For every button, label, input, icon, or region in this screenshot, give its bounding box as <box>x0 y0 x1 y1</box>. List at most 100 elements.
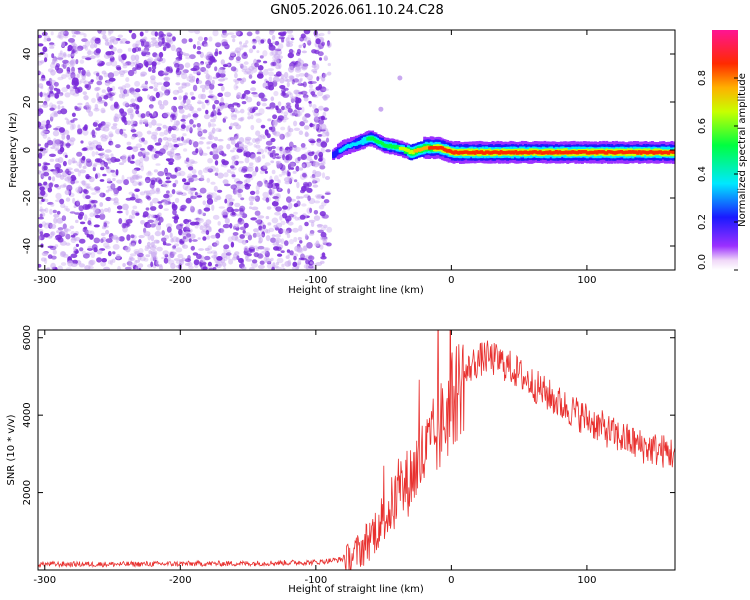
noise-speckle <box>201 88 206 93</box>
ridge-cell <box>524 150 527 154</box>
noise-speckle <box>68 64 75 68</box>
noise-speckle <box>249 201 254 206</box>
noise-speckle <box>83 214 88 221</box>
noise-speckle <box>189 54 196 60</box>
noise-speckle <box>151 214 155 219</box>
noise-speckle <box>110 169 115 173</box>
noise-speckle <box>170 44 176 52</box>
ridge-cell <box>446 149 449 153</box>
noise-speckle <box>171 114 177 121</box>
noise-speckle <box>233 208 240 212</box>
noise-speckle <box>149 182 155 189</box>
noise-speckle <box>114 113 119 119</box>
noise-speckle <box>211 127 216 134</box>
noise-speckle <box>61 41 66 48</box>
noise-speckle <box>206 142 211 145</box>
noise-speckle <box>118 162 125 166</box>
noise-speckle <box>131 174 139 179</box>
noise-speckle <box>103 266 110 270</box>
noise-speckle <box>61 87 68 93</box>
noise-speckle <box>242 230 246 234</box>
noise-speckle <box>397 75 403 81</box>
noise-speckle <box>158 204 163 210</box>
noise-speckle <box>221 159 226 164</box>
noise-speckle <box>128 262 135 268</box>
noise-speckle <box>134 188 140 192</box>
ridge-cell <box>390 145 394 149</box>
noise-speckle <box>53 217 58 224</box>
noise-speckle <box>224 198 228 204</box>
noise-speckle <box>100 232 106 237</box>
noise-speckle <box>174 197 180 203</box>
ridge-cell <box>595 151 599 155</box>
noise-speckle <box>272 242 280 246</box>
noise-speckle <box>276 246 282 252</box>
noise-speckle <box>308 232 315 236</box>
noise-speckle <box>141 37 146 41</box>
noise-speckle <box>317 51 324 57</box>
noise-speckle <box>87 49 92 56</box>
noise-speckle <box>137 263 144 268</box>
noise-speckle <box>301 185 307 192</box>
noise-speckle <box>231 174 236 178</box>
noise-speckle <box>245 40 249 44</box>
noise-speckle <box>132 205 138 210</box>
ridge-cell <box>533 150 537 154</box>
noise-speckle <box>319 123 327 131</box>
noise-speckle <box>283 111 289 116</box>
noise-speckle <box>85 158 92 163</box>
noise-speckle <box>279 148 287 155</box>
noise-speckle <box>189 127 193 134</box>
noise-speckle <box>150 234 155 242</box>
ridge-cell <box>393 145 397 150</box>
noise-speckle <box>262 164 266 169</box>
noise-speckle <box>109 198 116 201</box>
noise-speckle <box>38 216 44 220</box>
noise-speckle <box>112 244 120 250</box>
noise-speckle <box>185 262 191 266</box>
noise-speckle <box>56 34 63 39</box>
noise-speckle <box>251 80 256 84</box>
noise-speckle <box>57 265 63 270</box>
noise-speckle <box>56 100 64 105</box>
noise-speckle <box>272 196 279 200</box>
noise-speckle <box>187 262 193 267</box>
noise-speckle <box>196 123 201 128</box>
noise-speckle <box>99 191 103 198</box>
noise-speckle <box>213 243 219 246</box>
ridge-cell <box>631 150 635 154</box>
noise-speckle <box>214 136 218 141</box>
noise-speckle <box>96 257 102 263</box>
ridge-cell <box>551 151 555 155</box>
noise-speckle <box>139 191 146 196</box>
noise-speckle <box>292 78 300 83</box>
noise-speckle <box>44 57 48 63</box>
noise-speckle <box>70 174 76 182</box>
noise-speckle <box>222 262 227 268</box>
noise-speckle <box>149 246 157 251</box>
noise-speckle <box>140 165 144 172</box>
noise-speckle <box>250 196 258 200</box>
noise-speckle <box>312 184 319 188</box>
ridge-cell <box>472 150 475 154</box>
noise-speckle <box>83 80 90 85</box>
noise-speckle <box>233 83 238 91</box>
noise-speckle <box>223 266 227 270</box>
noise-speckle <box>215 232 221 239</box>
noise-speckle <box>208 89 213 94</box>
noise-speckle <box>70 237 78 241</box>
noise-speckle <box>220 104 228 109</box>
noise-speckle <box>49 116 54 122</box>
noise-speckle <box>206 141 213 144</box>
noise-speckle <box>121 174 125 182</box>
noise-speckle <box>378 106 384 112</box>
noise-speckle <box>142 88 148 92</box>
noise-speckle <box>75 219 79 224</box>
noise-speckle <box>129 255 133 260</box>
noise-speckle <box>134 80 141 87</box>
noise-speckle <box>254 62 259 68</box>
noise-speckle <box>234 251 240 256</box>
noise-speckle <box>170 238 174 243</box>
noise-speckle <box>162 46 167 52</box>
noise-speckle <box>170 263 176 269</box>
